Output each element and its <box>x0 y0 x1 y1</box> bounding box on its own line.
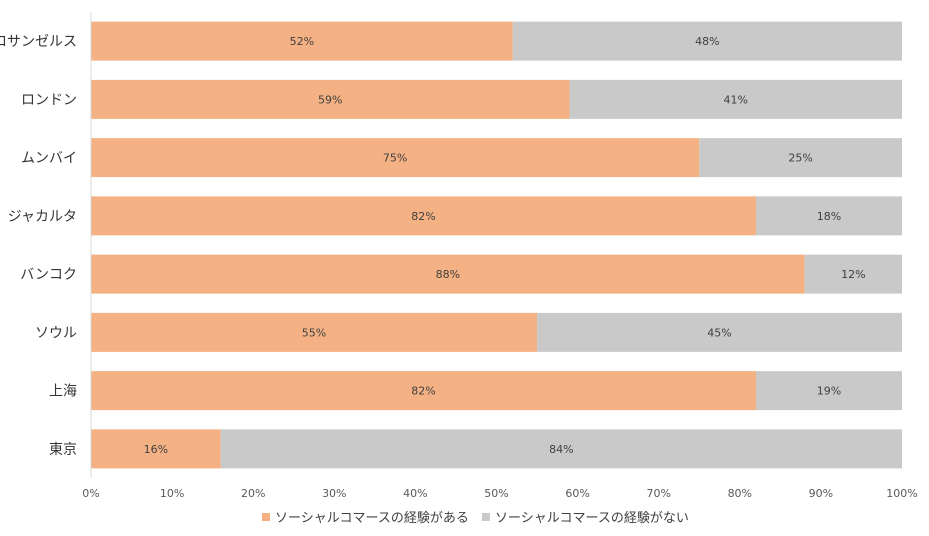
category-label-7: 東京 <box>49 442 77 458</box>
data-label-experienced-0: 52% <box>290 35 314 48</box>
data-label-experienced-2: 75% <box>383 152 407 165</box>
bar-experienced-5 <box>91 312 538 352</box>
data-label-not-experienced-5: 45% <box>707 326 731 339</box>
data-label-experienced-6: 82% <box>411 385 435 398</box>
x-tick-label-0: 0% <box>82 487 99 500</box>
x-tick-label-4: 40% <box>403 487 427 500</box>
x-tick-label-6: 60% <box>565 487 589 500</box>
legend: ソーシャルコマースの経験がある ソーシャルコマースの経験がない <box>262 511 689 526</box>
data-label-experienced-4: 88% <box>436 268 460 281</box>
data-label-experienced-3: 82% <box>411 210 435 223</box>
category-label-4: バンコク <box>20 267 77 283</box>
legend-swatch-not-experienced <box>482 513 490 521</box>
bar-not-experienced-3 <box>756 196 902 236</box>
x-tick-label-10: 100% <box>886 487 917 500</box>
data-label-experienced-5: 55% <box>302 326 326 339</box>
legend-label-not-experienced: ソーシャルコマースの経験がない <box>495 511 689 526</box>
bar-not-experienced-7 <box>220 429 902 469</box>
bar-not-experienced-1 <box>569 79 902 119</box>
bars-layer <box>91 21 902 469</box>
data-label-not-experienced-7: 84% <box>549 443 573 456</box>
bar-not-experienced-5 <box>537 312 902 352</box>
x-tick-label-9: 90% <box>809 487 833 500</box>
x-tick-label-3: 30% <box>322 487 346 500</box>
data-labels-layer: 52% 48% 59% 41% 75% 25% 82% 18% 88% 12% 55% 45% 82% 1… <box>144 35 866 456</box>
category-label-3: ジャカルタ <box>8 209 77 225</box>
x-tick-label-8: 80% <box>728 487 752 500</box>
data-label-not-experienced-0: 48% <box>695 35 719 48</box>
category-label-0: ロサンゼルス <box>0 34 77 50</box>
bar-experienced-2 <box>91 138 700 178</box>
bar-not-experienced-0 <box>512 21 902 61</box>
bar-experienced-7 <box>91 429 221 469</box>
bar-not-experienced-2 <box>699 138 902 178</box>
data-label-not-experienced-4: 12% <box>841 268 865 281</box>
bar-experienced-4 <box>91 254 805 294</box>
legend-swatch-experienced <box>262 513 270 521</box>
x-tick-label-2: 20% <box>241 487 265 500</box>
bar-not-experienced-6 <box>756 371 902 411</box>
data-label-not-experienced-6: 19% <box>817 385 841 398</box>
x-tick-label-5: 50% <box>484 487 508 500</box>
category-label-5: ソウル <box>35 325 77 341</box>
legend-label-experienced: ソーシャルコマースの経験がある <box>275 511 469 526</box>
category-label-2: ムンバイ <box>21 151 77 167</box>
category-label-6: 上海 <box>49 384 77 400</box>
data-label-experienced-7: 16% <box>144 443 168 456</box>
data-label-experienced-1: 59% <box>318 93 342 106</box>
data-label-not-experienced-3: 18% <box>817 210 841 223</box>
x-tick-label-1: 10% <box>160 487 184 500</box>
x-tick-label-7: 70% <box>646 487 670 500</box>
bar-experienced-3 <box>91 196 757 236</box>
bar-experienced-6 <box>91 371 757 411</box>
data-label-not-experienced-2: 25% <box>788 152 812 165</box>
category-label-1: ロンドン <box>21 92 77 108</box>
data-label-not-experienced-1: 41% <box>724 93 748 106</box>
bar-experienced-1 <box>91 79 570 119</box>
bar-not-experienced-4 <box>804 254 902 294</box>
bar-experienced-0 <box>91 21 513 61</box>
